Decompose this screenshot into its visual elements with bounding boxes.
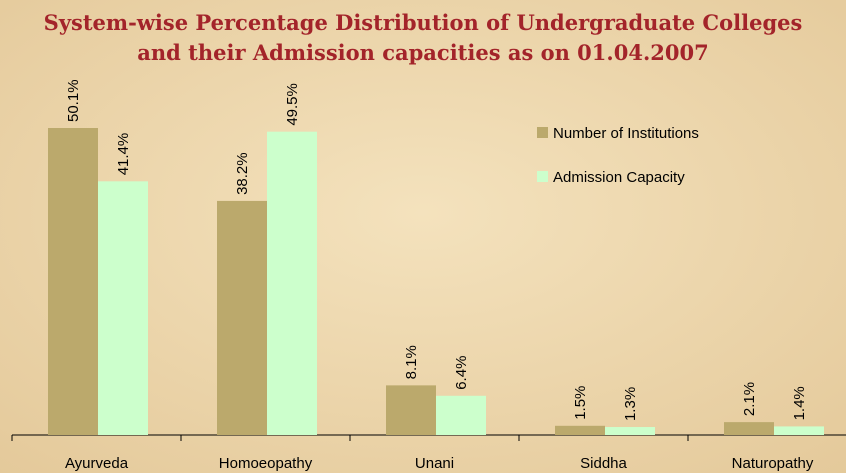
value-label: 49.5% <box>284 83 301 126</box>
chart-title: System-wise Percentage Distribution of U… <box>44 10 803 35</box>
x-tick-label: Siddha <box>580 455 627 472</box>
bar <box>267 131 317 436</box>
bar <box>386 385 436 435</box>
legend-label: Admission Capacity <box>553 169 685 186</box>
value-label: 1.3% <box>622 387 639 421</box>
value-label: 1.5% <box>572 386 589 420</box>
legend-swatch <box>537 127 548 138</box>
x-tick-label: Unani <box>415 455 454 472</box>
value-label: 41.4% <box>115 133 132 176</box>
bar <box>774 426 824 435</box>
value-label: 8.1% <box>403 345 420 379</box>
x-tick-label: Naturopathy <box>732 455 814 472</box>
bar <box>724 422 774 435</box>
value-label: 6.4% <box>453 356 470 390</box>
value-label: 1.4% <box>791 386 808 420</box>
bar <box>555 425 605 435</box>
x-tick-label: Homoeopathy <box>219 455 313 472</box>
bar <box>48 128 98 435</box>
value-label: 38.2% <box>234 152 251 195</box>
legend-swatch <box>537 171 548 182</box>
chart-subtitle: and their Admission capacities as on 01.… <box>137 40 708 65</box>
legend-label: Number of Institutions <box>553 125 699 142</box>
bar <box>98 181 148 435</box>
x-tick-label: Ayurveda <box>65 455 129 472</box>
bar <box>217 200 267 435</box>
value-label: 50.1% <box>65 79 82 122</box>
bar <box>436 395 486 435</box>
value-label: 2.1% <box>741 382 758 416</box>
bar <box>605 427 655 435</box>
